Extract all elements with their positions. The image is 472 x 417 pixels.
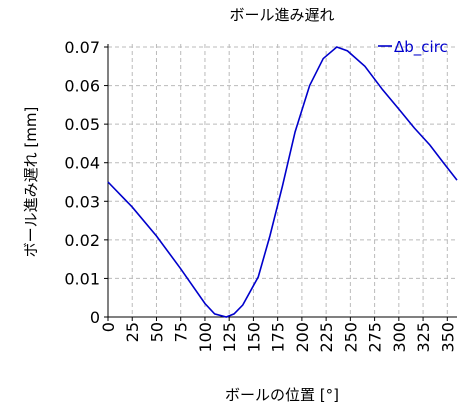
x-axis-label: ボールの位置 [°]: [225, 386, 339, 404]
x-tick-label: 100: [196, 322, 215, 353]
x-tick-label: 75: [172, 322, 191, 342]
x-tick-label: 175: [269, 322, 288, 353]
y-tick-label: 0.01: [64, 269, 100, 288]
x-tick-label: 225: [317, 322, 336, 353]
y-tick-label: 0.06: [64, 77, 100, 96]
chart-title: ボール進み遅れ: [229, 6, 334, 24]
legend-label: Δb_circ: [394, 38, 448, 57]
x-tick-label: 250: [341, 322, 360, 353]
x-tick-label: 200: [293, 322, 312, 353]
x-tick-label: 325: [414, 322, 433, 353]
y-tick-label: 0.05: [64, 115, 100, 134]
y-tick-label: 0.02: [64, 231, 100, 250]
x-tick-label: 50: [147, 322, 166, 342]
x-tick-label: 350: [438, 322, 457, 353]
x-tick-label: 150: [244, 322, 263, 353]
x-tick-label: 0: [99, 322, 118, 332]
y-axis-label: ボール進み遅れ [mm]: [22, 107, 40, 258]
y-tick-label: 0: [90, 308, 100, 327]
x-tick-label: 25: [123, 322, 142, 342]
x-tick-label: 125: [220, 322, 239, 353]
x-tick-label: 300: [390, 322, 409, 353]
y-tick-label: 0.04: [64, 154, 100, 173]
y-tick-label: 0.07: [64, 38, 100, 57]
y-tick-label: 0.03: [64, 192, 100, 211]
data-line: [107, 46, 458, 318]
x-tick-label: 275: [366, 322, 385, 353]
